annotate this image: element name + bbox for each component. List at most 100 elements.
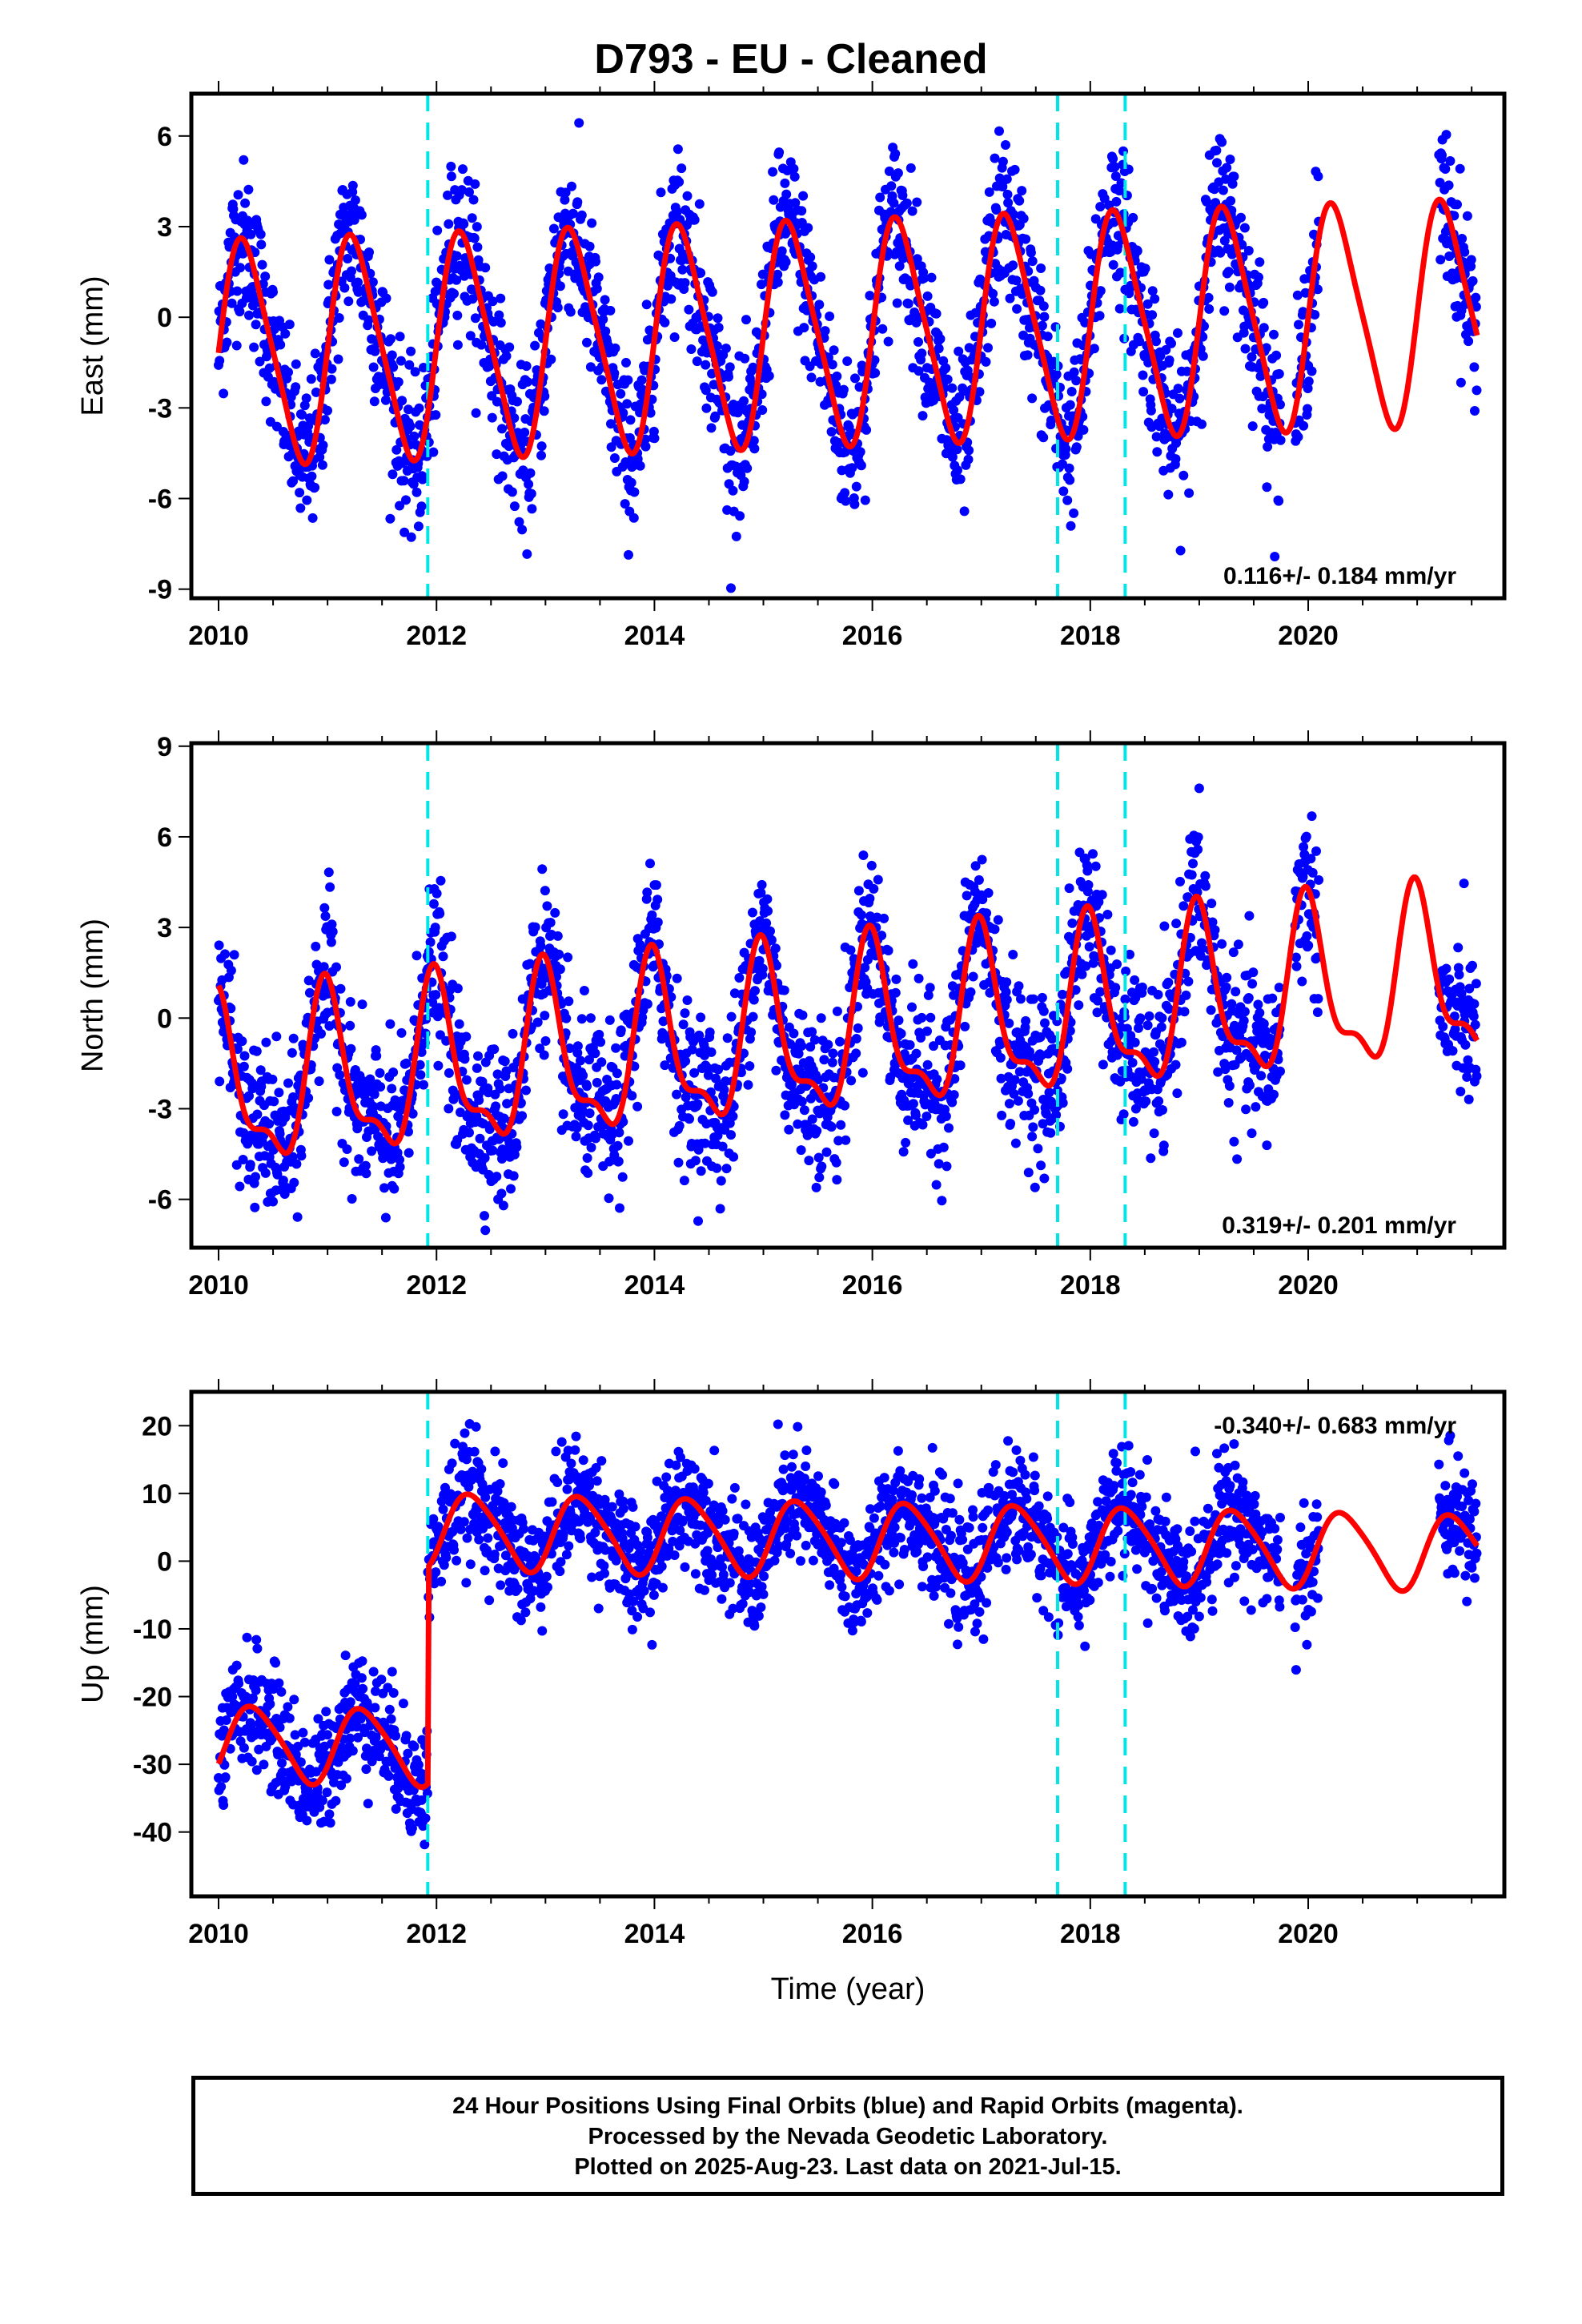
data-points [214, 1419, 1482, 1850]
data-point [428, 899, 439, 909]
data-point [525, 468, 536, 478]
data-point [319, 962, 329, 972]
data-point [1108, 259, 1118, 270]
data-point [1259, 1019, 1269, 1029]
data-point [232, 1044, 243, 1054]
data-point [488, 316, 499, 327]
data-point [877, 324, 888, 334]
data-point [1240, 344, 1251, 354]
data-point [1269, 1089, 1279, 1100]
data-point [1090, 861, 1101, 871]
data-point [254, 1744, 264, 1755]
data-point [1132, 246, 1142, 256]
data-point [290, 1730, 300, 1740]
data-point [804, 1156, 814, 1166]
data-point [1184, 488, 1195, 498]
data-point [1307, 811, 1317, 822]
data-point [387, 1084, 397, 1094]
data-point [1247, 1128, 1257, 1139]
data-point [797, 1041, 807, 1051]
data-point [1143, 357, 1154, 368]
data-point [677, 163, 687, 174]
data-point [922, 1026, 932, 1036]
data-point [1440, 164, 1451, 174]
data-point [905, 1039, 915, 1050]
data-point [896, 1028, 906, 1039]
data-point [912, 197, 922, 207]
data-point [689, 1068, 700, 1078]
data-point [1014, 1067, 1025, 1077]
data-point [367, 277, 378, 287]
data-point [1228, 947, 1239, 958]
data-point [1173, 384, 1183, 394]
data-point [725, 362, 735, 372]
data-point [317, 460, 327, 470]
data-point [416, 1070, 426, 1080]
data-point [996, 1073, 1006, 1084]
data-point [499, 1113, 509, 1124]
y-tick-label: 3 [157, 212, 172, 243]
data-point [1157, 1013, 1167, 1023]
data-point [401, 1058, 412, 1068]
data-point [303, 975, 314, 986]
data-point [342, 1144, 352, 1154]
data-point [1259, 297, 1269, 308]
data-point [306, 374, 316, 384]
data-point [1030, 1182, 1040, 1192]
data-point [552, 931, 563, 941]
data-point [1310, 310, 1320, 320]
data-point [1293, 432, 1303, 442]
data-point [361, 1168, 371, 1179]
data-point [984, 187, 994, 197]
data-point [353, 277, 363, 287]
data-point [296, 1151, 307, 1161]
data-point [1109, 217, 1119, 227]
data-point [1231, 987, 1241, 997]
data-point [1038, 1119, 1048, 1129]
data-point [706, 1047, 717, 1057]
data-point [1069, 508, 1079, 518]
data-point [1267, 993, 1278, 1003]
data-point [917, 1012, 927, 1023]
x-tick-label: 2018 [1060, 1270, 1121, 1301]
data-point [873, 875, 883, 885]
data-point [917, 348, 927, 359]
data-point [689, 215, 700, 225]
data-point [452, 251, 462, 261]
y-tick-label: 9 [157, 732, 172, 762]
data-point [1012, 304, 1022, 314]
data-point [1147, 310, 1158, 320]
data-point [536, 441, 547, 452]
data-point [1134, 1023, 1143, 1033]
data-point [958, 386, 969, 396]
data-point [1194, 783, 1204, 794]
data-point [917, 1120, 928, 1130]
data-point [555, 964, 565, 975]
data-point [324, 255, 335, 265]
data-point [641, 894, 652, 904]
data-point [1462, 211, 1472, 221]
data-point [935, 334, 946, 344]
data-point [851, 1048, 861, 1059]
data-point [926, 1012, 936, 1023]
data-point [353, 287, 363, 297]
data-point [922, 1059, 933, 1070]
data-point [287, 1152, 298, 1162]
data-point [504, 441, 514, 452]
data-point [977, 854, 987, 865]
data-point [615, 1203, 624, 1213]
data-point [498, 1200, 508, 1211]
data-point [1146, 1153, 1156, 1164]
data-point [908, 959, 918, 969]
data-point [780, 1110, 790, 1120]
data-point [1232, 1154, 1243, 1164]
data-point [231, 1660, 242, 1671]
data-point [684, 304, 694, 315]
data-point [251, 1172, 260, 1182]
x-tick-label: 2016 [842, 621, 903, 651]
data-point [327, 364, 337, 374]
data-point [1464, 983, 1475, 994]
data-point [406, 532, 416, 542]
data-point [1082, 866, 1093, 876]
